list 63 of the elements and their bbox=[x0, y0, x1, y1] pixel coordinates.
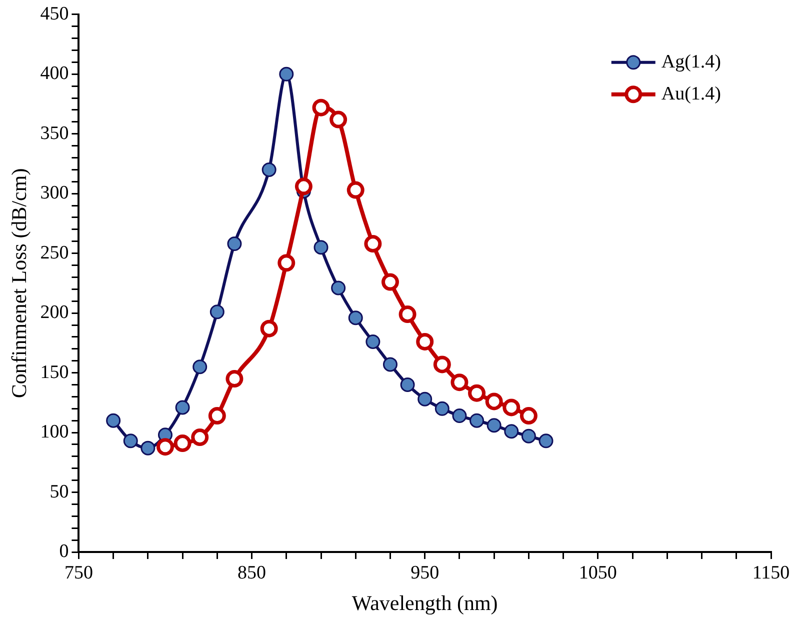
point bbox=[175, 400, 190, 415]
point bbox=[364, 235, 382, 253]
legend-label: Au(1.4) bbox=[661, 83, 722, 104]
point bbox=[226, 370, 244, 388]
y-tick-label: 250 bbox=[40, 242, 69, 264]
x-tick-label: 1050 bbox=[578, 562, 617, 584]
point bbox=[400, 377, 415, 392]
point bbox=[381, 273, 399, 291]
point bbox=[468, 384, 486, 402]
point bbox=[520, 407, 538, 425]
point bbox=[502, 398, 520, 416]
point bbox=[192, 360, 208, 374]
y-tick-label: 400 bbox=[40, 63, 69, 84]
y-axis-title: Confinmenet Loss (dB/cm) bbox=[7, 168, 32, 398]
point bbox=[294, 178, 312, 196]
x-tick-label: 950 bbox=[410, 562, 440, 584]
point bbox=[278, 254, 296, 272]
point bbox=[227, 236, 242, 252]
point bbox=[485, 392, 503, 410]
point bbox=[260, 320, 278, 338]
y-tick-label: 50 bbox=[50, 481, 69, 502]
point bbox=[123, 434, 138, 448]
point bbox=[106, 413, 121, 428]
y-tick-label: 200 bbox=[40, 302, 69, 324]
point bbox=[208, 407, 226, 425]
point bbox=[346, 181, 364, 199]
point bbox=[140, 440, 156, 456]
point bbox=[433, 356, 451, 374]
point bbox=[486, 418, 502, 433]
point bbox=[174, 434, 192, 452]
point bbox=[191, 428, 209, 446]
point bbox=[470, 413, 484, 428]
point bbox=[348, 310, 363, 326]
y-tick-label: 150 bbox=[40, 362, 69, 383]
point bbox=[210, 304, 224, 320]
point bbox=[398, 306, 416, 324]
point bbox=[314, 240, 328, 255]
point bbox=[366, 334, 380, 349]
x-axis-title: Wavelength (nm) bbox=[352, 590, 498, 615]
point bbox=[450, 374, 468, 392]
point bbox=[538, 434, 554, 448]
point bbox=[434, 401, 450, 416]
point bbox=[312, 98, 330, 116]
point bbox=[330, 110, 348, 128]
point bbox=[418, 392, 432, 406]
x-tick-label: 850 bbox=[238, 562, 266, 584]
y-tick-label: 450 bbox=[40, 3, 69, 24]
y-tick-label: 100 bbox=[40, 422, 69, 443]
y-tick-label: 0 bbox=[59, 540, 69, 562]
point bbox=[416, 332, 434, 350]
x-tick-label: 1150 bbox=[752, 562, 790, 584]
point bbox=[279, 66, 294, 82]
y-tick-label: 350 bbox=[40, 122, 69, 144]
y-tick-label: 300 bbox=[40, 182, 69, 204]
legend-label: Ag(1.4) bbox=[661, 51, 722, 72]
point bbox=[262, 162, 276, 177]
x-tick-label: 750 bbox=[64, 562, 93, 584]
point bbox=[521, 428, 536, 444]
point bbox=[156, 438, 174, 456]
point bbox=[452, 408, 467, 424]
point bbox=[382, 357, 398, 372]
point bbox=[331, 280, 346, 296]
point bbox=[504, 424, 519, 439]
